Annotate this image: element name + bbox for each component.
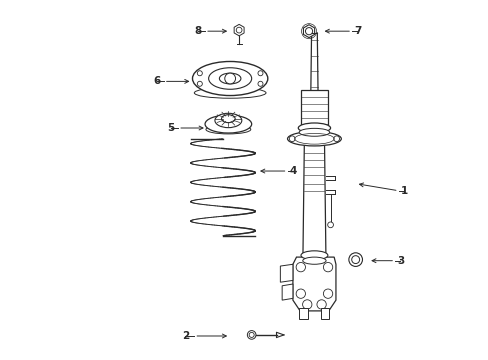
Polygon shape: [320, 308, 329, 319]
Circle shape: [258, 81, 263, 86]
Polygon shape: [300, 90, 327, 128]
Polygon shape: [280, 264, 292, 282]
Text: 3: 3: [396, 256, 403, 266]
Text: 7: 7: [353, 26, 361, 36]
Circle shape: [197, 71, 202, 76]
Circle shape: [289, 136, 294, 141]
Circle shape: [258, 71, 263, 76]
Ellipse shape: [247, 330, 255, 339]
Circle shape: [249, 332, 254, 337]
Ellipse shape: [287, 132, 341, 146]
Ellipse shape: [298, 123, 330, 133]
Circle shape: [224, 73, 235, 84]
Circle shape: [333, 136, 339, 141]
Text: 8: 8: [194, 26, 201, 36]
Circle shape: [296, 289, 305, 298]
Polygon shape: [282, 284, 292, 300]
Polygon shape: [292, 257, 335, 311]
Circle shape: [197, 81, 202, 86]
Text: 5: 5: [167, 123, 174, 133]
Circle shape: [323, 289, 332, 298]
Ellipse shape: [219, 73, 241, 84]
Text: 4: 4: [288, 166, 296, 176]
Circle shape: [296, 262, 305, 272]
Polygon shape: [299, 308, 307, 319]
Ellipse shape: [204, 115, 251, 133]
Polygon shape: [303, 139, 325, 255]
Circle shape: [327, 222, 333, 228]
Ellipse shape: [299, 129, 329, 136]
Circle shape: [305, 28, 312, 35]
Ellipse shape: [205, 125, 250, 134]
Text: 1: 1: [400, 186, 407, 196]
Ellipse shape: [192, 62, 267, 95]
Ellipse shape: [194, 87, 265, 98]
Ellipse shape: [221, 115, 235, 123]
Ellipse shape: [302, 257, 325, 264]
Circle shape: [323, 262, 332, 272]
Circle shape: [236, 27, 242, 33]
Circle shape: [351, 256, 359, 264]
Ellipse shape: [214, 113, 241, 128]
Ellipse shape: [208, 68, 251, 89]
Ellipse shape: [348, 253, 362, 266]
Circle shape: [316, 300, 325, 309]
Polygon shape: [303, 25, 314, 38]
Circle shape: [302, 300, 311, 309]
Ellipse shape: [301, 251, 327, 260]
Text: 6: 6: [153, 76, 160, 86]
Polygon shape: [234, 24, 244, 36]
Text: 2: 2: [182, 331, 188, 341]
